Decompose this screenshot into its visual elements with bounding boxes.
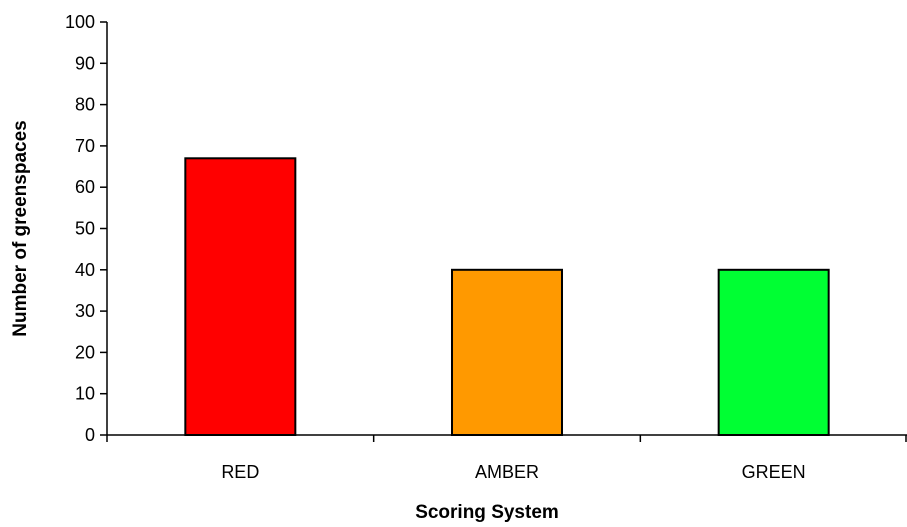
y-tick-label: 0 [85,425,95,445]
bar-red [184,157,297,436]
y-tick-label: 100 [65,12,95,32]
x-tick-label-amber: AMBER [475,462,539,482]
y-axis: 0 10 20 30 40 50 60 70 80 90 100 [65,12,108,445]
bars-group [184,157,830,436]
y-tick-label: 40 [75,260,95,280]
bar-green [717,268,830,436]
y-tick-label: 10 [75,384,95,404]
y-tick-label: 70 [75,136,95,156]
x-tick-label-red: RED [221,462,259,482]
x-axis: RED AMBER GREEN [106,434,907,482]
y-tick-label: 60 [75,177,95,197]
x-tick-label-green: GREEN [742,462,806,482]
y-tick-label: 80 [75,95,95,115]
y-tick-label: 30 [75,301,95,321]
x-axis-title: Scoring System [415,502,559,523]
bar-amber [451,268,563,436]
y-tick-label: 50 [75,219,95,239]
y-tick-label: 20 [75,342,95,362]
y-axis-title: Number of greenspaces [10,120,31,336]
y-tick-label: 90 [75,53,95,73]
